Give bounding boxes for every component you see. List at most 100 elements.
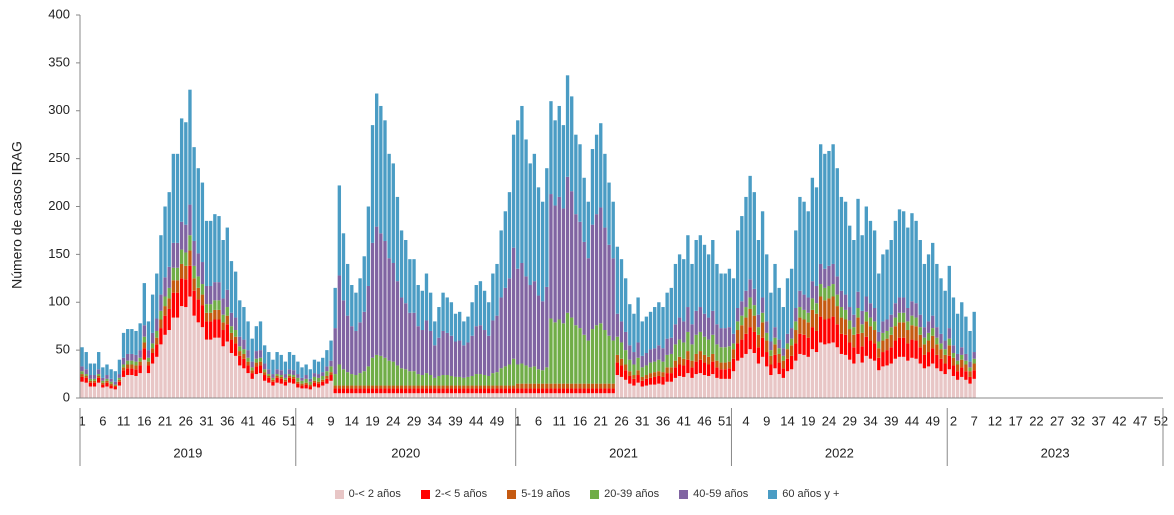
- bar-segment: [101, 384, 105, 388]
- bar-segment: [167, 308, 171, 331]
- bar-segment: [590, 393, 595, 398]
- x-tick-label: 26: [614, 413, 628, 428]
- bar-segment: [221, 240, 225, 299]
- bar-segment: [304, 375, 308, 379]
- bar-segment: [557, 383, 561, 389]
- bar-segment: [370, 242, 375, 358]
- bar-segment: [839, 196, 844, 291]
- year-label: 2022: [825, 445, 854, 460]
- bar-segment: [723, 347, 727, 363]
- bar-segment: [275, 374, 279, 376]
- bar-segment: [752, 331, 756, 353]
- bar-segment: [424, 385, 429, 389]
- bar-segment: [599, 123, 603, 208]
- bar-segment: [387, 360, 391, 386]
- bar-segment: [532, 393, 537, 398]
- bar-segment: [872, 307, 877, 322]
- x-tick-label: 14: [345, 413, 359, 428]
- bar-segment: [238, 346, 242, 352]
- bar-segment: [105, 378, 109, 381]
- bar-segment: [769, 341, 773, 351]
- bar-segment: [296, 374, 300, 378]
- bar-segment: [677, 364, 682, 376]
- bar-segment: [794, 360, 798, 398]
- bar-segment: [918, 363, 922, 398]
- bar-segment: [416, 385, 420, 389]
- bar-segment: [192, 265, 196, 279]
- bar-segment: [885, 330, 889, 339]
- bar-segment: [433, 388, 437, 394]
- bar-segment: [167, 287, 171, 299]
- bar-segment: [267, 377, 271, 383]
- x-tick-label: 24: [386, 413, 400, 428]
- bar-segment: [711, 353, 715, 362]
- bar-segment: [292, 376, 296, 379]
- bar-segment: [706, 364, 711, 376]
- bar-segment: [304, 364, 308, 376]
- bar-segment: [885, 365, 889, 398]
- bar-segment: [279, 378, 283, 384]
- bar-segment: [350, 374, 354, 386]
- bar-segment: [433, 385, 437, 389]
- bar-segment: [283, 361, 288, 375]
- bar-segment: [922, 344, 927, 355]
- bar-segment: [777, 348, 781, 354]
- bar-segment: [146, 373, 151, 398]
- bar-segment: [623, 278, 628, 332]
- bar-segment: [669, 373, 673, 382]
- bar-segment: [341, 369, 346, 386]
- bar-segment: [877, 273, 881, 332]
- x-tick-label: 9: [763, 413, 770, 428]
- bar-segment: [640, 355, 644, 368]
- bar-segment: [636, 342, 640, 358]
- bar-segment: [586, 201, 590, 259]
- bar-segment: [665, 381, 669, 398]
- bar-segment: [926, 254, 931, 322]
- bar-segment: [399, 230, 404, 298]
- bar-segment: [499, 388, 503, 394]
- bar-segment: [300, 383, 304, 386]
- bar-segment: [84, 374, 88, 376]
- bar-segment: [366, 388, 371, 394]
- bar-segment: [175, 317, 180, 398]
- bar-segment: [404, 388, 408, 394]
- bar-segment: [582, 241, 586, 335]
- bar-segment: [383, 393, 387, 398]
- bar-segment: [540, 301, 545, 371]
- bar-segment: [457, 388, 462, 394]
- bar-segment: [321, 381, 325, 386]
- bar-segment: [860, 362, 864, 398]
- bar-segment: [121, 364, 126, 368]
- bar-segment: [379, 385, 383, 389]
- bar-segment: [105, 364, 109, 376]
- bar-segment: [765, 254, 769, 322]
- bar-segment: [383, 120, 387, 241]
- bar-segment: [943, 354, 947, 364]
- bar-segment: [856, 307, 860, 318]
- bar-segment: [474, 326, 478, 375]
- bar-segment: [200, 284, 205, 295]
- x-tick-label: 41: [241, 413, 255, 428]
- bar-segment: [561, 388, 566, 394]
- bar-segment: [951, 345, 956, 353]
- bar-segment: [516, 268, 520, 365]
- x-tick-label: 4: [742, 413, 749, 428]
- bar-segment: [698, 235, 703, 308]
- bar-segment: [843, 319, 848, 335]
- bar-segment: [619, 259, 624, 322]
- bar-segment: [785, 349, 790, 359]
- bar-segment: [233, 343, 238, 356]
- bar-segment: [673, 367, 678, 378]
- bar-segment: [540, 370, 545, 384]
- bar-segment: [773, 327, 777, 338]
- bar-segment: [138, 350, 142, 358]
- bar-segment: [968, 361, 972, 368]
- bar-segment: [686, 351, 690, 360]
- bar-segment: [810, 309, 815, 328]
- bar-segment: [798, 196, 802, 291]
- bar-segment: [549, 383, 553, 389]
- bar-segment: [698, 351, 703, 360]
- bar-segment: [126, 329, 130, 354]
- bar-segment: [619, 376, 624, 398]
- bar-segment: [329, 340, 333, 361]
